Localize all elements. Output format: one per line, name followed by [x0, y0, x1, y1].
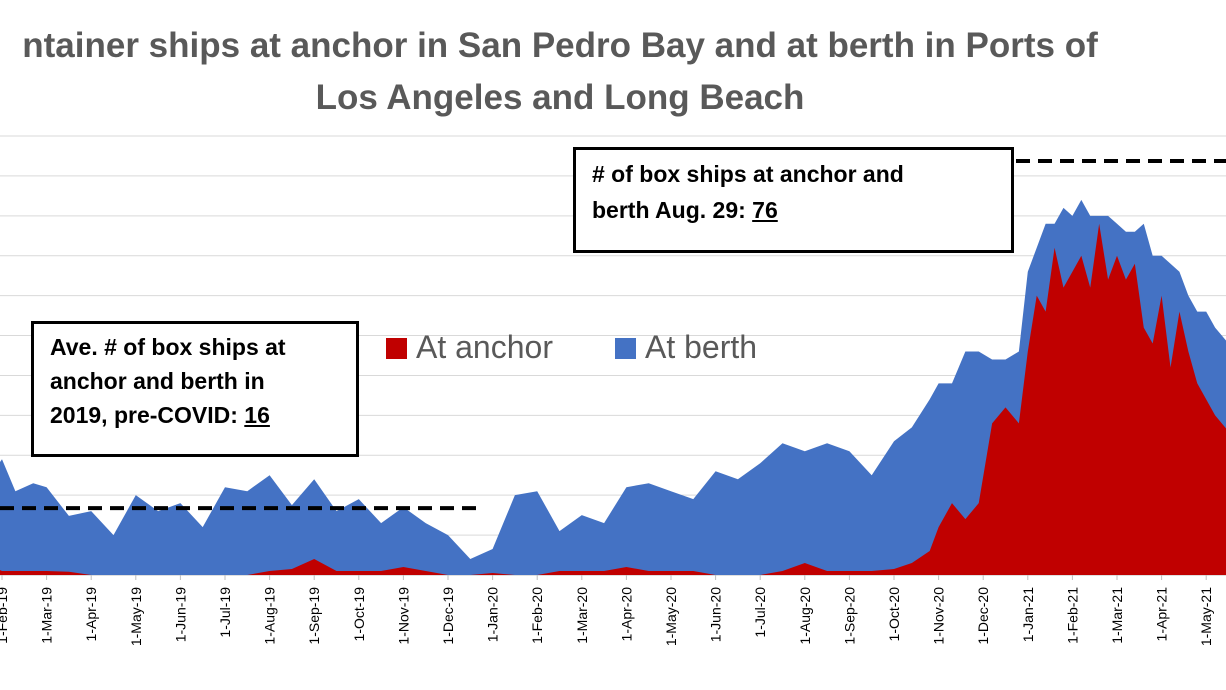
annotation-current-line-2: berth Aug. 29: 76 [592, 192, 995, 228]
x-tick-label: 1-Jan-20 [485, 587, 501, 642]
area-at-anchor [0, 223, 1226, 575]
annotation-average-line-2: anchor and berth in [50, 368, 265, 394]
x-tick-label: 1-Apr-19 [83, 587, 99, 642]
annotation-average-prefix: 2019, pre-COVID: [50, 402, 245, 428]
area-at-berth [0, 199, 1226, 575]
x-tick-label: 1-Jul-19 [217, 587, 233, 638]
x-axis-ticks: 1-Feb-19 1-Mar-19 1-Apr-19 1-May-19 1-Jun-19… [0, 575, 1214, 646]
annotation-average-line-3: 2019, pre-COVID: 16 [50, 398, 340, 432]
x-tick-label: 1-Sep-20 [841, 587, 857, 645]
x-tick-label: 1-Oct-19 [351, 587, 367, 642]
area-series [0, 199, 1226, 575]
legend-label-berth: At berth [645, 329, 757, 365]
x-tick-label: 1-May-21 [1198, 587, 1214, 646]
x-tick-label: 1-Jun-20 [708, 587, 724, 642]
x-tick-label: 1-Jun-19 [172, 587, 188, 642]
x-tick-label: 1-Feb-21 [1064, 587, 1080, 644]
x-tick-label: 1-Nov-20 [931, 587, 947, 645]
x-tick-label: 1-Mar-21 [1109, 587, 1125, 644]
legend-label-anchor: At anchor [416, 329, 553, 365]
annotation-average-value: 16 [244, 402, 270, 428]
chart-title-line-2: Los Angeles and Long Beach [315, 78, 805, 117]
x-tick-label: 1-Mar-20 [574, 587, 590, 644]
annotation-current-count: # of box ships at anchor and berth Aug. … [573, 147, 1014, 253]
reference-lines [0, 159, 1226, 511]
x-tick-label: 1-Apr-20 [618, 587, 634, 642]
annotation-current-line-1: # of box ships at anchor and [592, 161, 904, 187]
legend: At anchor At berth [386, 329, 757, 365]
annotation-current-prefix: berth Aug. 29: [592, 197, 753, 223]
x-tick-label: 1-Feb-20 [529, 587, 545, 644]
x-tick-label: 1-Aug-19 [262, 587, 278, 645]
legend-swatch-berth [615, 338, 636, 359]
x-tick-label: 1-Dec-20 [975, 587, 991, 645]
x-tick-label: 1-Dec-19 [440, 587, 456, 645]
x-tick-label: 1-Aug-20 [797, 587, 813, 645]
x-tick-label: 1-May-20 [663, 587, 679, 646]
annotation-current-value: 76 [752, 197, 778, 223]
legend-swatch-anchor [386, 338, 407, 359]
annotation-2019-average: Ave. # of box ships at anchor and berth … [31, 321, 359, 457]
x-tick-label: 1-Sep-19 [306, 587, 322, 645]
x-tick-label: 1-Apr-21 [1154, 587, 1170, 642]
x-tick-label: 1-Oct-20 [886, 587, 902, 642]
x-tick-label: 1-Jul-20 [752, 587, 768, 638]
x-tick-label: 1-Feb-19 [0, 587, 10, 644]
chart-title-line-1: ntainer ships at anchor in San Pedro Bay… [22, 26, 1098, 65]
x-tick-label: 1-Jan-21 [1020, 587, 1036, 642]
annotation-average-line-1: Ave. # of box ships at [50, 334, 286, 360]
x-tick-label: 1-Mar-19 [39, 587, 55, 644]
x-tick-label: 1-May-19 [128, 587, 144, 646]
x-tick-label: 1-Nov-19 [395, 587, 411, 645]
